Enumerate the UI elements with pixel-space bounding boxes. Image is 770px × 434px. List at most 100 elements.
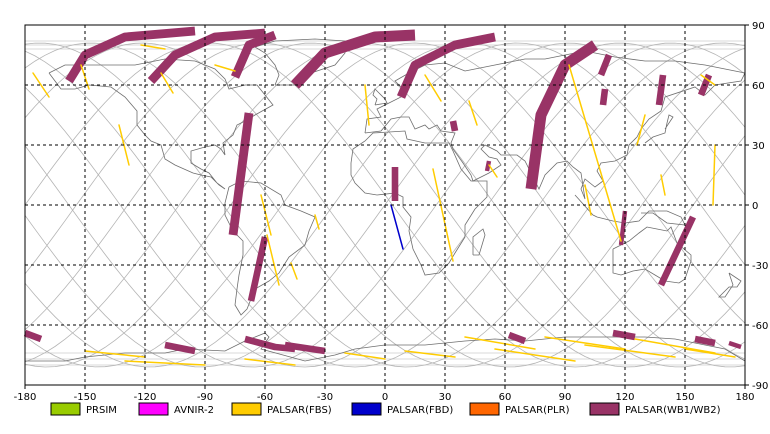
strip-palsar-fbs xyxy=(634,338,716,354)
strip-palsar-wb xyxy=(147,28,266,84)
strip-palsar-wb xyxy=(655,74,667,106)
y-tick-label: 0 xyxy=(752,201,758,212)
strip-palsar-fbs xyxy=(124,360,206,366)
strip-palsar-wb xyxy=(284,341,326,355)
legend-swatch-palsar-fbd xyxy=(351,402,382,416)
legend-item-palsar-wb: PALSAR(WB1/WB2) xyxy=(589,402,721,416)
x-tick-label: -60 xyxy=(257,392,273,403)
y-tick-label: 30 xyxy=(752,141,765,152)
y-tick-label: -30 xyxy=(752,261,768,272)
legend-swatch-palsar-fbs xyxy=(231,402,262,416)
strip-palsar-fbs xyxy=(314,214,320,230)
strip-palsar-fbs xyxy=(468,100,478,126)
strip-palsar-fbs xyxy=(700,74,716,86)
legend-label-palsar-fbd: PALSAR(FBD) xyxy=(387,405,453,416)
strip-palsar-wb xyxy=(449,120,459,132)
lat-lon-grid xyxy=(25,25,745,385)
strip-palsar-wb xyxy=(597,53,613,77)
strip-palsar-wb xyxy=(694,335,716,347)
legend-item-palsar-plr: PALSAR(PLR) xyxy=(469,402,570,416)
strip-palsar-wb xyxy=(65,26,196,84)
strip-palsar-wb xyxy=(658,215,696,287)
strip-palsar-wb xyxy=(599,88,609,106)
legend-item-palsar-fbs: PALSAR(FBS) xyxy=(231,402,332,416)
strip-palsar-fbs xyxy=(84,350,146,358)
strip-palsar-wb xyxy=(230,30,277,79)
strip-palsar-fbs xyxy=(544,336,626,350)
strip-palsar-fbs xyxy=(636,114,646,146)
strip-palsar-wb xyxy=(23,329,43,343)
y-tick-label: 60 xyxy=(752,81,765,92)
strip-palsar-fbs xyxy=(464,336,536,350)
coastline xyxy=(48,58,274,190)
coastline xyxy=(644,114,674,144)
x-tick-label: -180 xyxy=(14,392,37,403)
coastline xyxy=(612,226,692,284)
legend-swatch-palsar-wb xyxy=(589,402,620,416)
legend-swatch-palsar-plr xyxy=(469,402,500,416)
legend: PRSIM AVNIR-2 PALSAR(FBS) PALSAR(FBD) PA… xyxy=(50,402,721,416)
legend-item-prsim: PRSIM xyxy=(50,402,117,416)
x-tick-label: -90 xyxy=(197,392,213,403)
legend-swatch-avnir2 xyxy=(138,402,169,416)
x-tick-label: 0 xyxy=(382,392,388,403)
longitude-tick-labels: -180 -150 -120 -90 -60 -30 0 30 60 90 120 150 180 xyxy=(14,385,755,403)
legend-label-avnir2: AVNIR-2 xyxy=(174,405,214,416)
x-tick-label: -30 xyxy=(317,392,333,403)
strip-palsar-fbs xyxy=(684,348,736,358)
strip-palsar-wb xyxy=(247,236,269,302)
observation-strips xyxy=(23,26,742,366)
x-tick-label: -120 xyxy=(134,392,157,403)
strip-palsar-wb xyxy=(507,331,527,345)
strip-palsar-fbd xyxy=(390,204,404,250)
strip-palsar-wb xyxy=(525,40,599,190)
x-tick-label: 90 xyxy=(559,392,572,403)
strip-palsar-fbs xyxy=(290,262,298,280)
legend-item-avnir2: AVNIR-2 xyxy=(138,402,214,416)
strip-palsar-wb xyxy=(228,112,254,236)
x-tick-label: 120 xyxy=(615,392,634,403)
strip-palsar-fbs xyxy=(424,74,442,102)
coastline xyxy=(574,194,686,226)
strip-palsar-wb xyxy=(612,329,636,341)
legend-swatch-prsim xyxy=(50,402,81,416)
coastline xyxy=(718,272,742,298)
strip-palsar-fbs xyxy=(568,64,622,242)
strip-palsar-fbs xyxy=(344,352,386,360)
x-tick-label: -150 xyxy=(74,392,97,403)
strip-palsar-fbs xyxy=(214,64,236,72)
legend-label-palsar-plr: PALSAR(PLR) xyxy=(505,405,570,416)
strip-palsar-fbs xyxy=(266,234,280,286)
x-tick-label: 180 xyxy=(735,392,754,403)
x-tick-label: 30 xyxy=(439,392,452,403)
strip-palsar-wb xyxy=(618,210,628,246)
coastline xyxy=(472,228,486,256)
legend-label-palsar-wb: PALSAR(WB1/WB2) xyxy=(625,405,721,416)
strip-palsar-fbs xyxy=(488,164,498,178)
strip-palsar-fbs xyxy=(32,72,50,98)
strip-palsar-fbs xyxy=(584,344,676,358)
strip-palsar-fbs xyxy=(260,194,272,236)
latitude-tick-labels: 90 60 30 0 -30 -60 -90 xyxy=(745,21,768,392)
strip-palsar-fbs xyxy=(584,184,592,216)
legend-item-palsar-fbd: PALSAR(FBD) xyxy=(351,402,453,416)
strip-palsar-fbs xyxy=(660,174,666,196)
strip-palsar-wb xyxy=(290,29,416,89)
coastline xyxy=(25,332,746,362)
strip-palsar-fbs xyxy=(494,348,576,362)
strip-palsar-fbs xyxy=(244,358,296,366)
y-tick-label: 90 xyxy=(752,21,765,32)
strip-palsar-wb xyxy=(164,341,196,355)
x-tick-label: 150 xyxy=(675,392,694,403)
y-tick-label: -90 xyxy=(752,381,768,392)
legend-label-palsar-fbs: PALSAR(FBS) xyxy=(267,405,332,416)
strip-palsar-wb xyxy=(728,340,742,350)
coastline xyxy=(372,88,388,106)
strip-palsar-fbs xyxy=(364,84,370,126)
x-tick-label: 60 xyxy=(499,392,512,403)
strip-palsar-fbs xyxy=(404,350,456,358)
strip-palsar-fbs xyxy=(160,72,174,94)
legend-label-prsim: PRSIM xyxy=(86,405,117,416)
